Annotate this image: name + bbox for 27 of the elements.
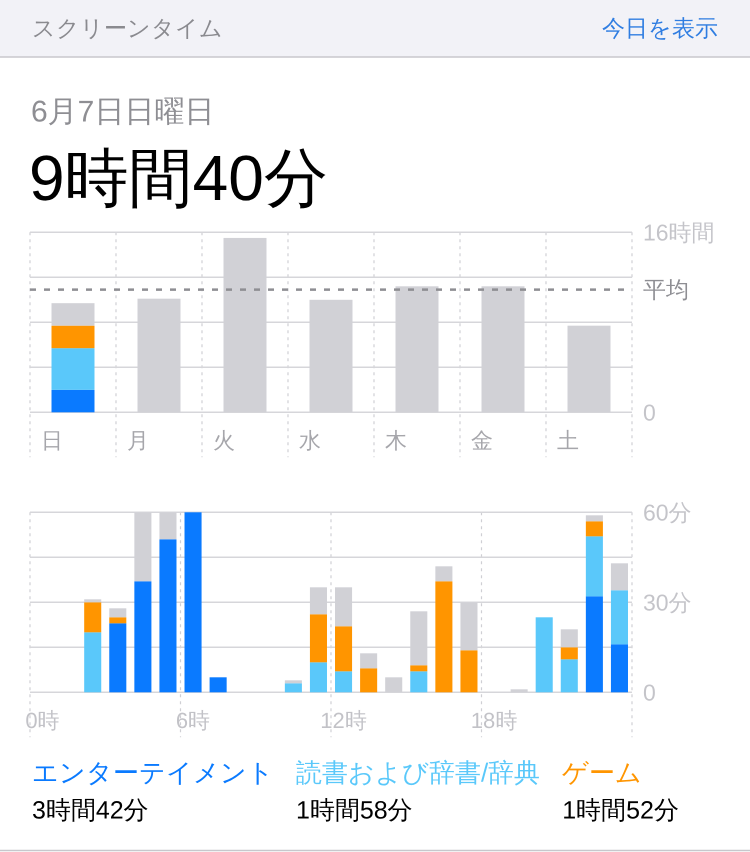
subtitle: 6月7日日曜日 bbox=[31, 96, 214, 128]
ytick: 60分 bbox=[643, 499, 692, 526]
xtick: 0時 bbox=[25, 708, 60, 733]
xtick: 金 bbox=[471, 428, 493, 453]
annotation: 今日を表示 bbox=[602, 15, 718, 41]
xtick: 木 bbox=[385, 428, 407, 453]
annotation: 1時間52分 bbox=[562, 796, 679, 824]
xtick: 18時 bbox=[470, 708, 518, 733]
xtick: 火 bbox=[213, 428, 235, 453]
title: スクリーンタイム bbox=[32, 15, 223, 41]
ytick: 16時間 bbox=[643, 219, 715, 246]
xtick: 月 bbox=[127, 428, 149, 453]
series-name: エンターテイメント bbox=[32, 757, 274, 788]
annotation: 3時間42分 bbox=[32, 796, 149, 824]
ref-label: 平均 bbox=[643, 276, 689, 303]
xtick: 土 bbox=[557, 428, 579, 453]
annotation: 9時間40分 bbox=[29, 142, 328, 214]
ytick: 0 bbox=[643, 399, 656, 426]
annotation: 1時間58分 bbox=[296, 796, 413, 824]
xtick: 水 bbox=[299, 428, 321, 453]
series-name: ゲーム bbox=[562, 757, 642, 788]
xtick: 日 bbox=[41, 428, 63, 453]
ytick: 30分 bbox=[643, 589, 692, 616]
xtick: 6時 bbox=[176, 708, 210, 733]
ytick: 0 bbox=[643, 679, 656, 706]
xtick: 12時 bbox=[320, 708, 367, 733]
series-name: 読書および辞書/辞典 bbox=[296, 757, 540, 788]
